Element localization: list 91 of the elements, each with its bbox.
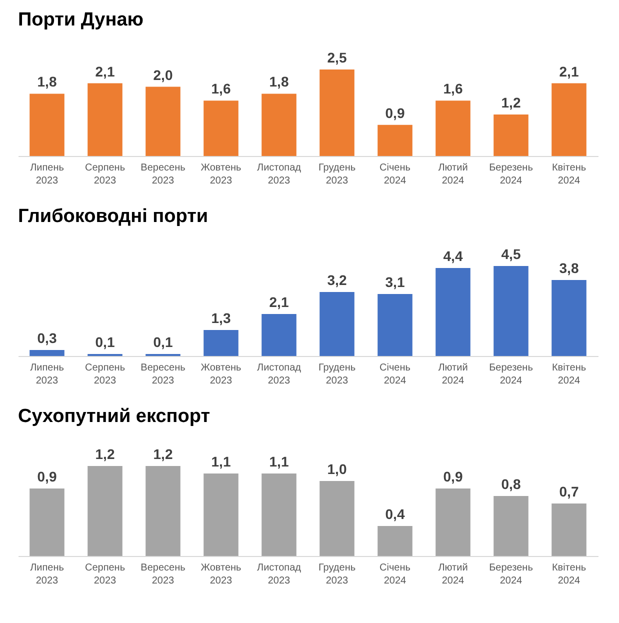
x-tick-label: Квітень 2024: [552, 362, 586, 386]
bar: [436, 268, 470, 356]
x-tick-label: Серпень 2023: [84, 162, 126, 186]
data-label: 0,9: [385, 104, 405, 121]
data-label: 3,8: [559, 260, 579, 276]
bar: [552, 83, 586, 156]
data-label: 2,5: [327, 49, 347, 66]
x-tick-label: Січень 2024: [380, 362, 410, 386]
x-tick-label: Квітень 2024: [552, 562, 586, 586]
bar: [146, 86, 180, 156]
data-label: 1,1: [211, 454, 231, 470]
x-tick-label: Жовтень 2023: [200, 362, 242, 386]
bar: [262, 314, 296, 356]
x-tick-label: Січень 2024: [380, 562, 410, 586]
x-tick-label: Вересень 2023: [140, 562, 186, 586]
data-label: 0,1: [95, 334, 115, 350]
data-label: 0,9: [37, 468, 57, 484]
data-label: 1,2: [95, 446, 115, 462]
bar: [204, 100, 238, 156]
data-label: 3,2: [327, 272, 347, 288]
x-tick-label: Січень 2024: [380, 162, 410, 186]
bar: [378, 124, 412, 156]
data-label: 3,1: [385, 274, 405, 290]
data-label: 0,4: [385, 506, 405, 522]
data-label: 1,8: [269, 74, 289, 90]
bar: [30, 488, 64, 556]
bar: [552, 504, 586, 556]
x-tick-label: Липень 2023: [30, 562, 64, 586]
data-label: 4,4: [443, 248, 463, 264]
x-tick-label: Березень 2024: [489, 362, 533, 386]
bar: [320, 292, 354, 356]
data-label: 1,3: [211, 310, 231, 326]
data-label: 0,8: [501, 476, 521, 492]
x-tick-label: Вересень 2023: [140, 162, 186, 186]
chart-title: Сухопутний експорт: [18, 406, 210, 427]
bar: [262, 94, 296, 156]
x-tick-label: Квітень 2024: [552, 162, 586, 186]
bar: [494, 266, 528, 356]
bar: [146, 466, 180, 556]
chart-title: Порти Дунаю: [18, 9, 144, 30]
data-label: 2,1: [95, 63, 115, 80]
x-tick-label: Серпень 2023: [84, 362, 126, 386]
x-tick-label: Грудень 2023: [318, 162, 356, 186]
data-label: 1,6: [211, 80, 231, 97]
bar: [320, 481, 354, 556]
bar: [494, 496, 528, 556]
x-tick-label: Грудень 2023: [318, 562, 356, 586]
bar: [436, 488, 470, 556]
data-label: 1,0: [327, 461, 347, 477]
chart-title: Глибоководні порти: [18, 206, 208, 227]
bar: [204, 474, 238, 556]
x-tick-label: Лютий 2024: [438, 162, 468, 186]
data-label: 0,7: [559, 484, 579, 500]
x-tick-label: Лютий 2024: [438, 362, 468, 386]
x-tick-label: Листопад 2023: [257, 162, 302, 186]
data-label: 1,2: [501, 94, 521, 110]
data-label: 0,9: [443, 468, 463, 484]
data-label: 0,1: [153, 334, 173, 350]
bar: [30, 94, 64, 156]
x-tick-label: Листопад 2023: [257, 562, 302, 586]
data-label: 1,8: [37, 74, 57, 90]
x-tick-label: Жовтень 2023: [200, 162, 242, 186]
data-label: 2,1: [559, 63, 579, 80]
data-label: 1,1: [269, 454, 289, 470]
data-label: 2,1: [269, 294, 289, 310]
x-tick-label: Листопад 2023: [257, 362, 302, 386]
data-label: 2,0: [153, 66, 173, 83]
data-label: 0,3: [37, 330, 57, 346]
bar: [494, 114, 528, 156]
x-tick-label: Березень 2024: [489, 562, 533, 586]
x-tick-label: Липень 2023: [30, 362, 64, 386]
bar: [204, 330, 238, 356]
x-tick-label: Жовтень 2023: [200, 562, 242, 586]
bar: [436, 100, 470, 156]
x-tick-label: Березень 2024: [489, 162, 533, 186]
bar: [378, 294, 412, 356]
bar: [552, 280, 586, 356]
data-label: 1,6: [443, 80, 463, 97]
bar: [320, 69, 354, 156]
x-tick-label: Липень 2023: [30, 162, 64, 186]
bar: [88, 466, 122, 556]
data-label: 1,2: [153, 446, 173, 462]
x-tick-label: Серпень 2023: [84, 562, 126, 586]
bar: [378, 526, 412, 556]
data-label: 4,5: [501, 246, 521, 262]
x-tick-label: Грудень 2023: [318, 362, 356, 386]
bar: [88, 83, 122, 156]
bar: [30, 350, 64, 356]
x-tick-label: Лютий 2024: [438, 562, 468, 586]
x-tick-label: Вересень 2023: [140, 362, 186, 386]
bar: [262, 474, 296, 556]
